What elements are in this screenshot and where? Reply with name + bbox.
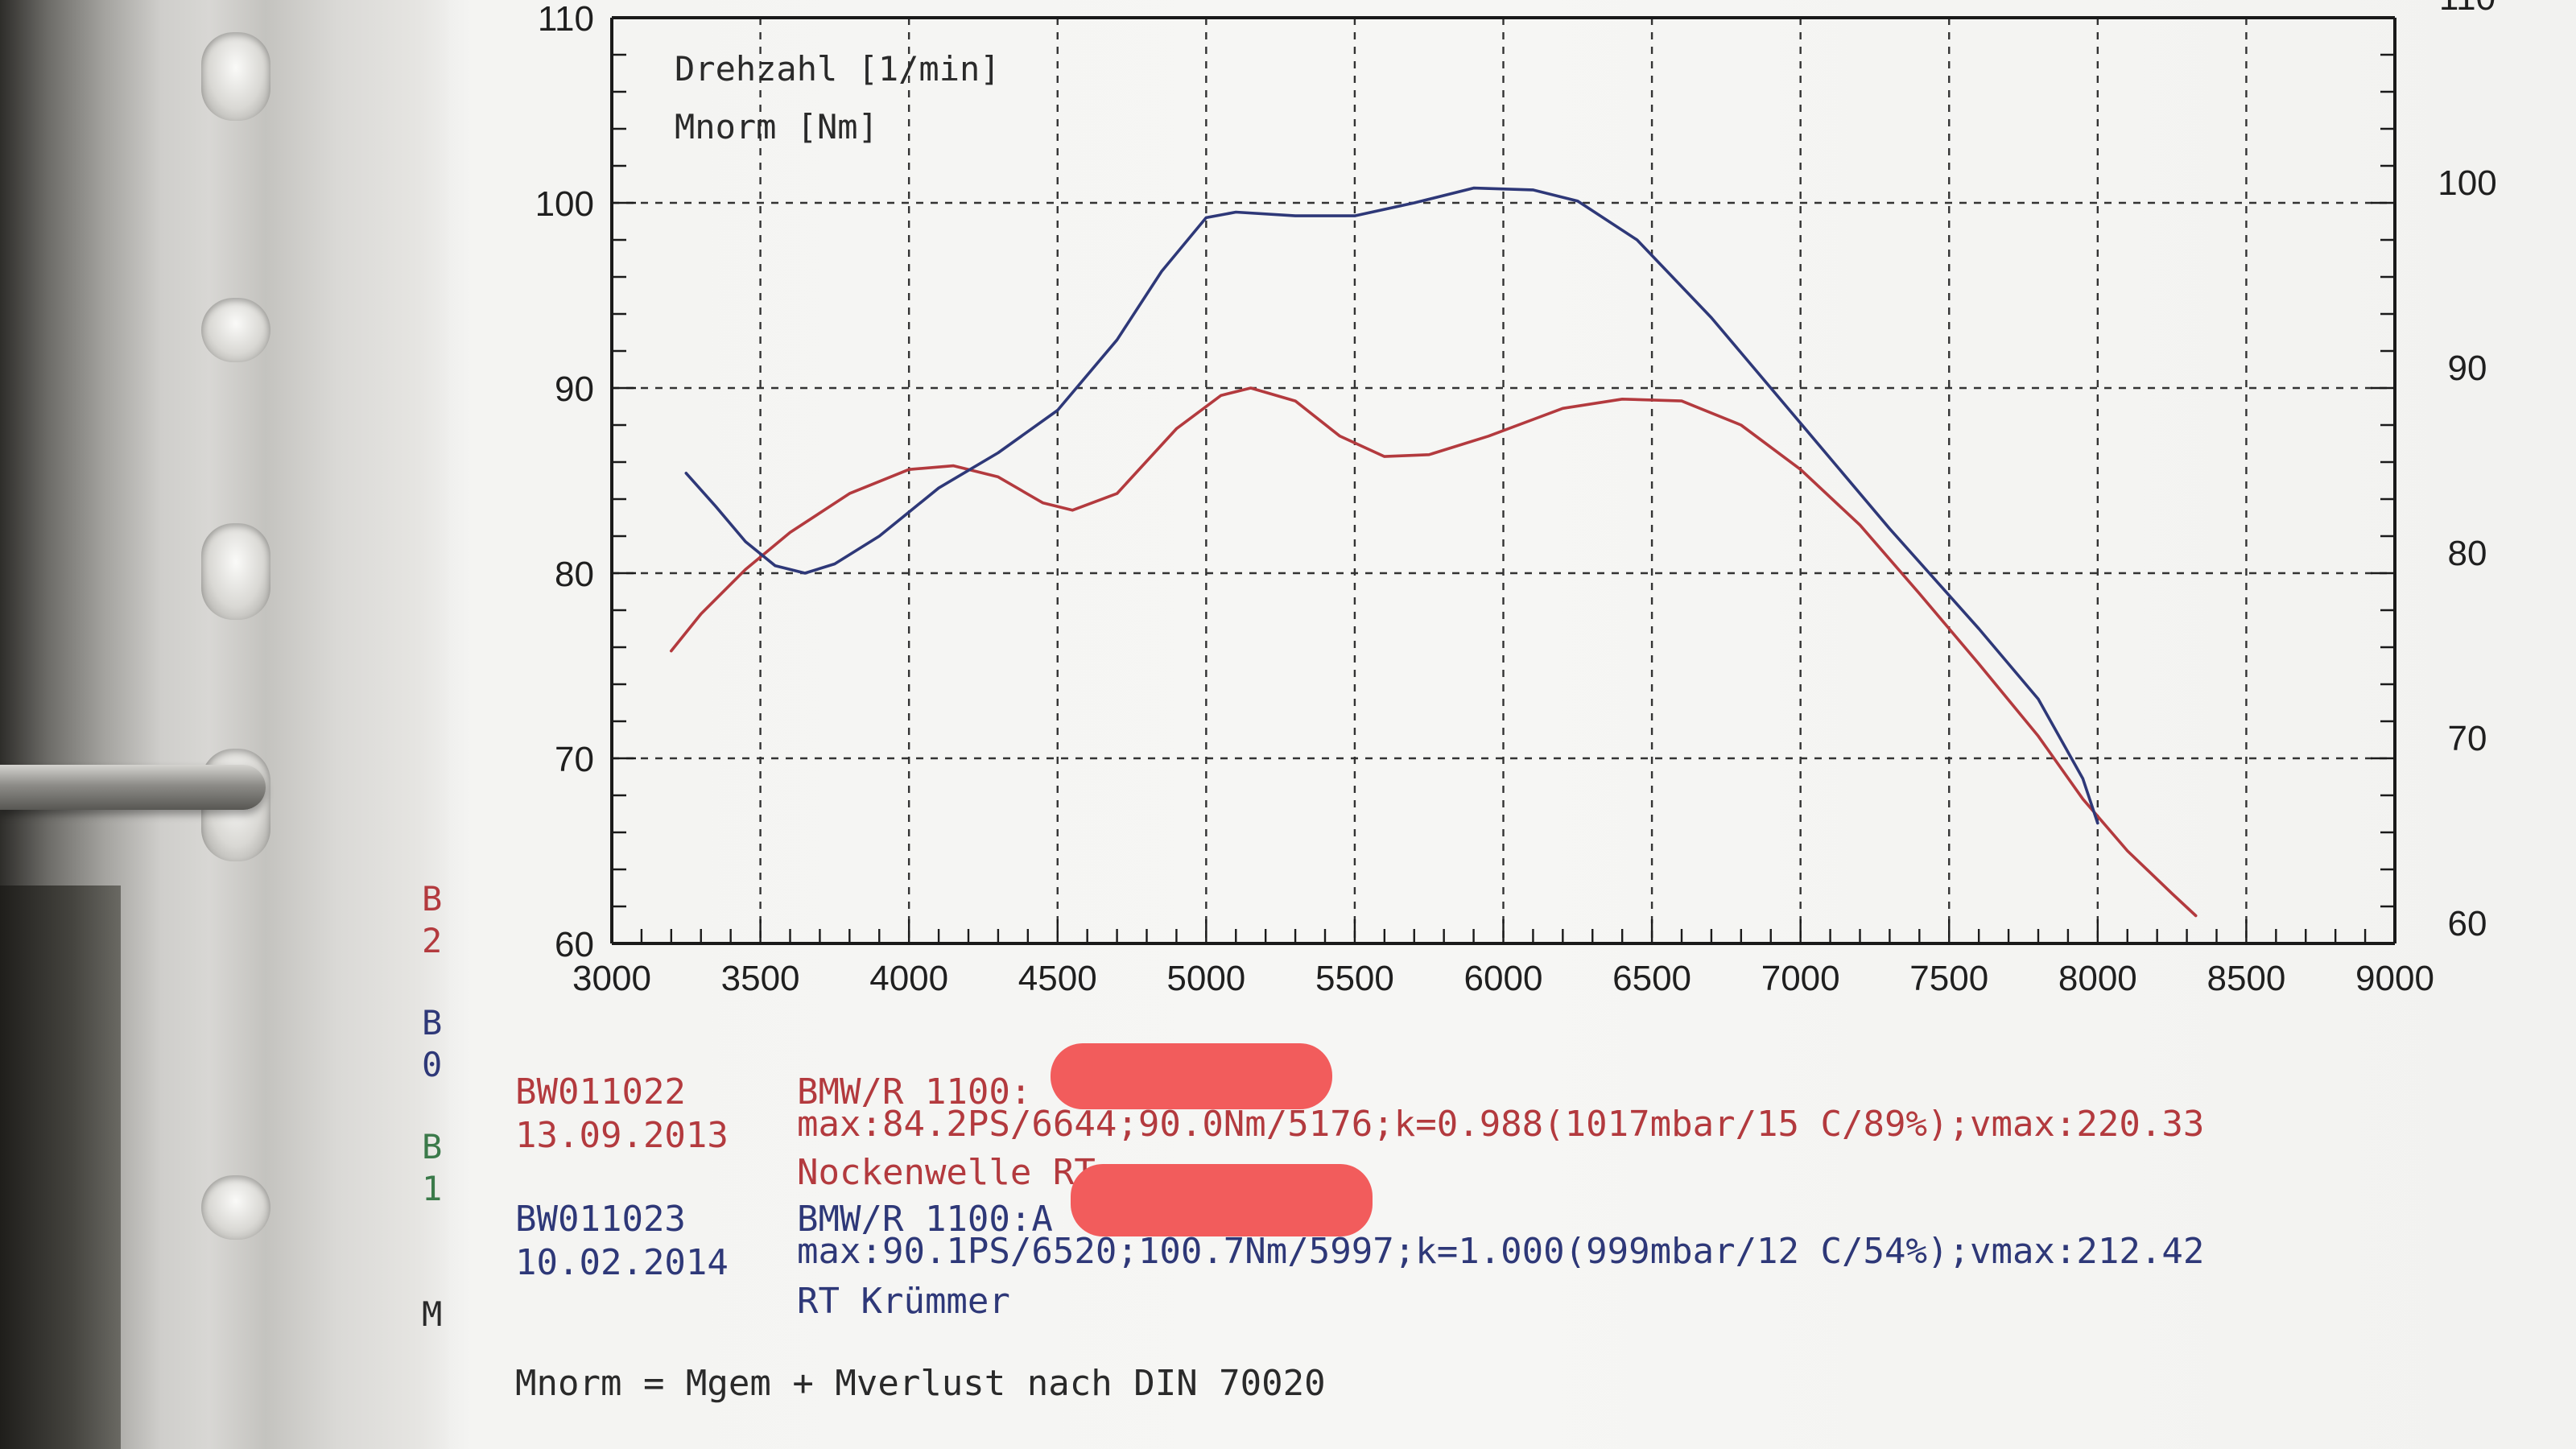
run1-id: BW011022 [515,1071,686,1113]
x-tick-label: 8000 [2058,959,2137,998]
x-tick-label: 7000 [1761,959,1840,998]
x-tick-label: 8500 [2207,959,2285,998]
run2-id: BW011023 [515,1199,686,1240]
y-tick-label-right: 110 [2439,0,2496,18]
x-tick-label: 7500 [1909,959,1988,998]
y-tick-label-left: 110 [538,0,594,39]
footnote: Mnorm = Mgem + Mverlust nach DIN 70020 [515,1363,1326,1404]
margin-letter: M [422,1294,443,1334]
y-tick-label-right: 100 [2438,163,2496,203]
redaction-mark [1071,1164,1373,1236]
x-tick-label: 5500 [1315,959,1394,998]
margin-letter: B [422,1127,443,1166]
redaction-mark [1051,1043,1332,1109]
margin-letter: 1 [422,1169,443,1208]
x-tick-label: 6000 [1464,959,1543,998]
run2-vehicle: BMW/R 1100:A [797,1199,1053,1240]
series-layer [670,186,2198,918]
chart-grid [612,18,2395,943]
run1-date: 13.09.2013 [515,1115,729,1156]
tick-labels: 3000 3500 4000 4500 5000 5500 6000 6500 7000 7500… [535,0,2497,998]
x-tick-label: 3500 [721,959,800,998]
margin-letter: B [422,879,443,919]
y-tick-label-left: 70 [555,740,594,779]
x-tick-label: 4000 [869,959,948,998]
binder-hole [201,298,270,362]
x-tick-label: 4500 [1018,959,1097,998]
binder-ring [0,765,266,810]
y-tick-label-right: 90 [2448,349,2487,388]
binder-clamp [0,886,121,1449]
x-tick-label: 6500 [1612,959,1691,998]
margin-letter: 0 [422,1045,443,1084]
x-tick-label: 9000 [2355,959,2434,998]
margin-letter: B [422,1003,443,1042]
legend-item-drehzahl: Drehzahl [1/min] [675,49,1001,89]
run2-note: RT Krümmer [797,1281,1010,1322]
y-tick-label-right: 60 [2448,904,2487,943]
binder-hole [201,1175,270,1240]
y-tick-label-right: 80 [2448,534,2487,573]
chart-legend: Drehzahl [1/min] Mnorm [Nm] [675,49,1001,147]
y-tick-label-left: 100 [535,184,594,224]
run1-vehicle: BMW/R 1100: [797,1071,1032,1113]
x-tick-label: 3000 [572,959,651,998]
printout-sheet [447,0,2576,1449]
binder-hole [201,32,270,121]
series-line-bw011022 [670,386,2198,918]
run1-summary: max:84.2PS/6644;90.0Nm/5176;k=0.988(1017… [797,1104,2205,1145]
minor-ticks [610,16,2396,945]
run2-summary: max:90.1PS/6520;100.7Nm/5997;k=1.000(999… [797,1231,2205,1272]
y-tick-label-left: 60 [555,925,594,964]
x-tick-label: 5000 [1166,959,1245,998]
chart-axes [610,16,2396,945]
legend-item-mnorm: Mnorm [Nm] [675,107,878,147]
y-tick-label-left: 90 [555,369,594,409]
y-tick-label-left: 80 [555,555,594,594]
run2-date: 10.02.2014 [515,1242,729,1283]
margin-letter: 2 [422,921,443,960]
run1-note: Nockenwelle RT [797,1152,1096,1193]
series-line-bw011023 [684,186,2099,825]
binder-hole [201,523,270,620]
y-tick-label-right: 70 [2448,719,2487,758]
